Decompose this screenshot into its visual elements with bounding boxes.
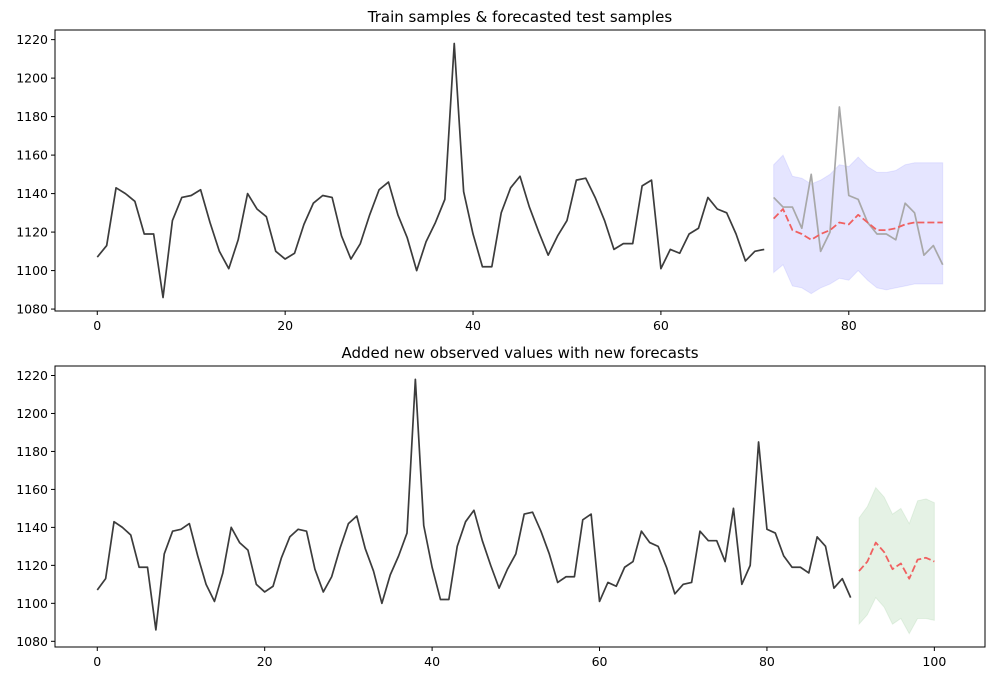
bottom-y-tick-label: 1160 (16, 482, 48, 497)
top-y-tick-label: 1160 (16, 148, 48, 163)
bottom-y-tick-label: 1180 (16, 444, 48, 459)
top-x-tick-label: 0 (93, 318, 101, 333)
bottom-confidence-band (858, 486, 935, 635)
bottom-y-tick-label: 1080 (16, 634, 48, 649)
top-x-tick-label: 40 (465, 318, 481, 333)
bottom-y-tick-label: 1120 (16, 558, 48, 573)
top-train-line (96, 42, 765, 299)
top-confidence-band (773, 154, 944, 295)
bottom-series-forecast (858, 541, 935, 580)
bottom-x-tick-label: 0 (93, 654, 101, 669)
bottom-chart: Added new observed values with new forec… (16, 344, 986, 669)
top-series-test-actual (773, 106, 944, 266)
top-chart: Train samples & forecasted test samples … (16, 8, 986, 333)
top-forecast-line (772, 208, 943, 241)
bottom-y-tick-label: 1140 (16, 520, 48, 535)
top-test-actual-line (773, 106, 944, 266)
bottom-x-tick-label: 60 (592, 654, 608, 669)
bottom-y-tick-label: 1220 (16, 368, 48, 383)
bottom-x-tick-label: 100 (922, 654, 946, 669)
top-y-tick-label: 1140 (16, 186, 48, 201)
bottom-y-tick-label: 1100 (16, 596, 48, 611)
top-x-tick-label: 60 (653, 318, 669, 333)
bottom-series-observed (96, 378, 852, 631)
top-y-tick-label: 1200 (16, 71, 48, 86)
top-y-tick-label: 1120 (16, 225, 48, 240)
top-y-tick-label: 1080 (16, 302, 48, 317)
top-chart-title: Train samples & forecasted test samples (367, 8, 673, 26)
bottom-chart-frame (54, 365, 986, 648)
bottom-chart-title: Added new observed values with new forec… (341, 344, 698, 362)
top-series-forecast (772, 208, 943, 241)
bottom-x-tick-label: 40 (424, 654, 440, 669)
bottom-x-tick-label: 80 (759, 654, 775, 669)
top-y-tick-label: 1180 (16, 109, 48, 124)
top-chart-frame (54, 29, 986, 312)
top-x-tick-label: 80 (841, 318, 857, 333)
bottom-forecast-line (858, 541, 935, 580)
top-series-train (96, 42, 765, 299)
bottom-observed-line (96, 378, 852, 631)
bottom-x-tick-label: 20 (257, 654, 273, 669)
top-y-tick-label: 1220 (16, 32, 48, 47)
bottom-y-tick-label: 1200 (16, 406, 48, 421)
top-y-tick-label: 1100 (16, 263, 48, 278)
top-x-tick-label: 20 (277, 318, 293, 333)
